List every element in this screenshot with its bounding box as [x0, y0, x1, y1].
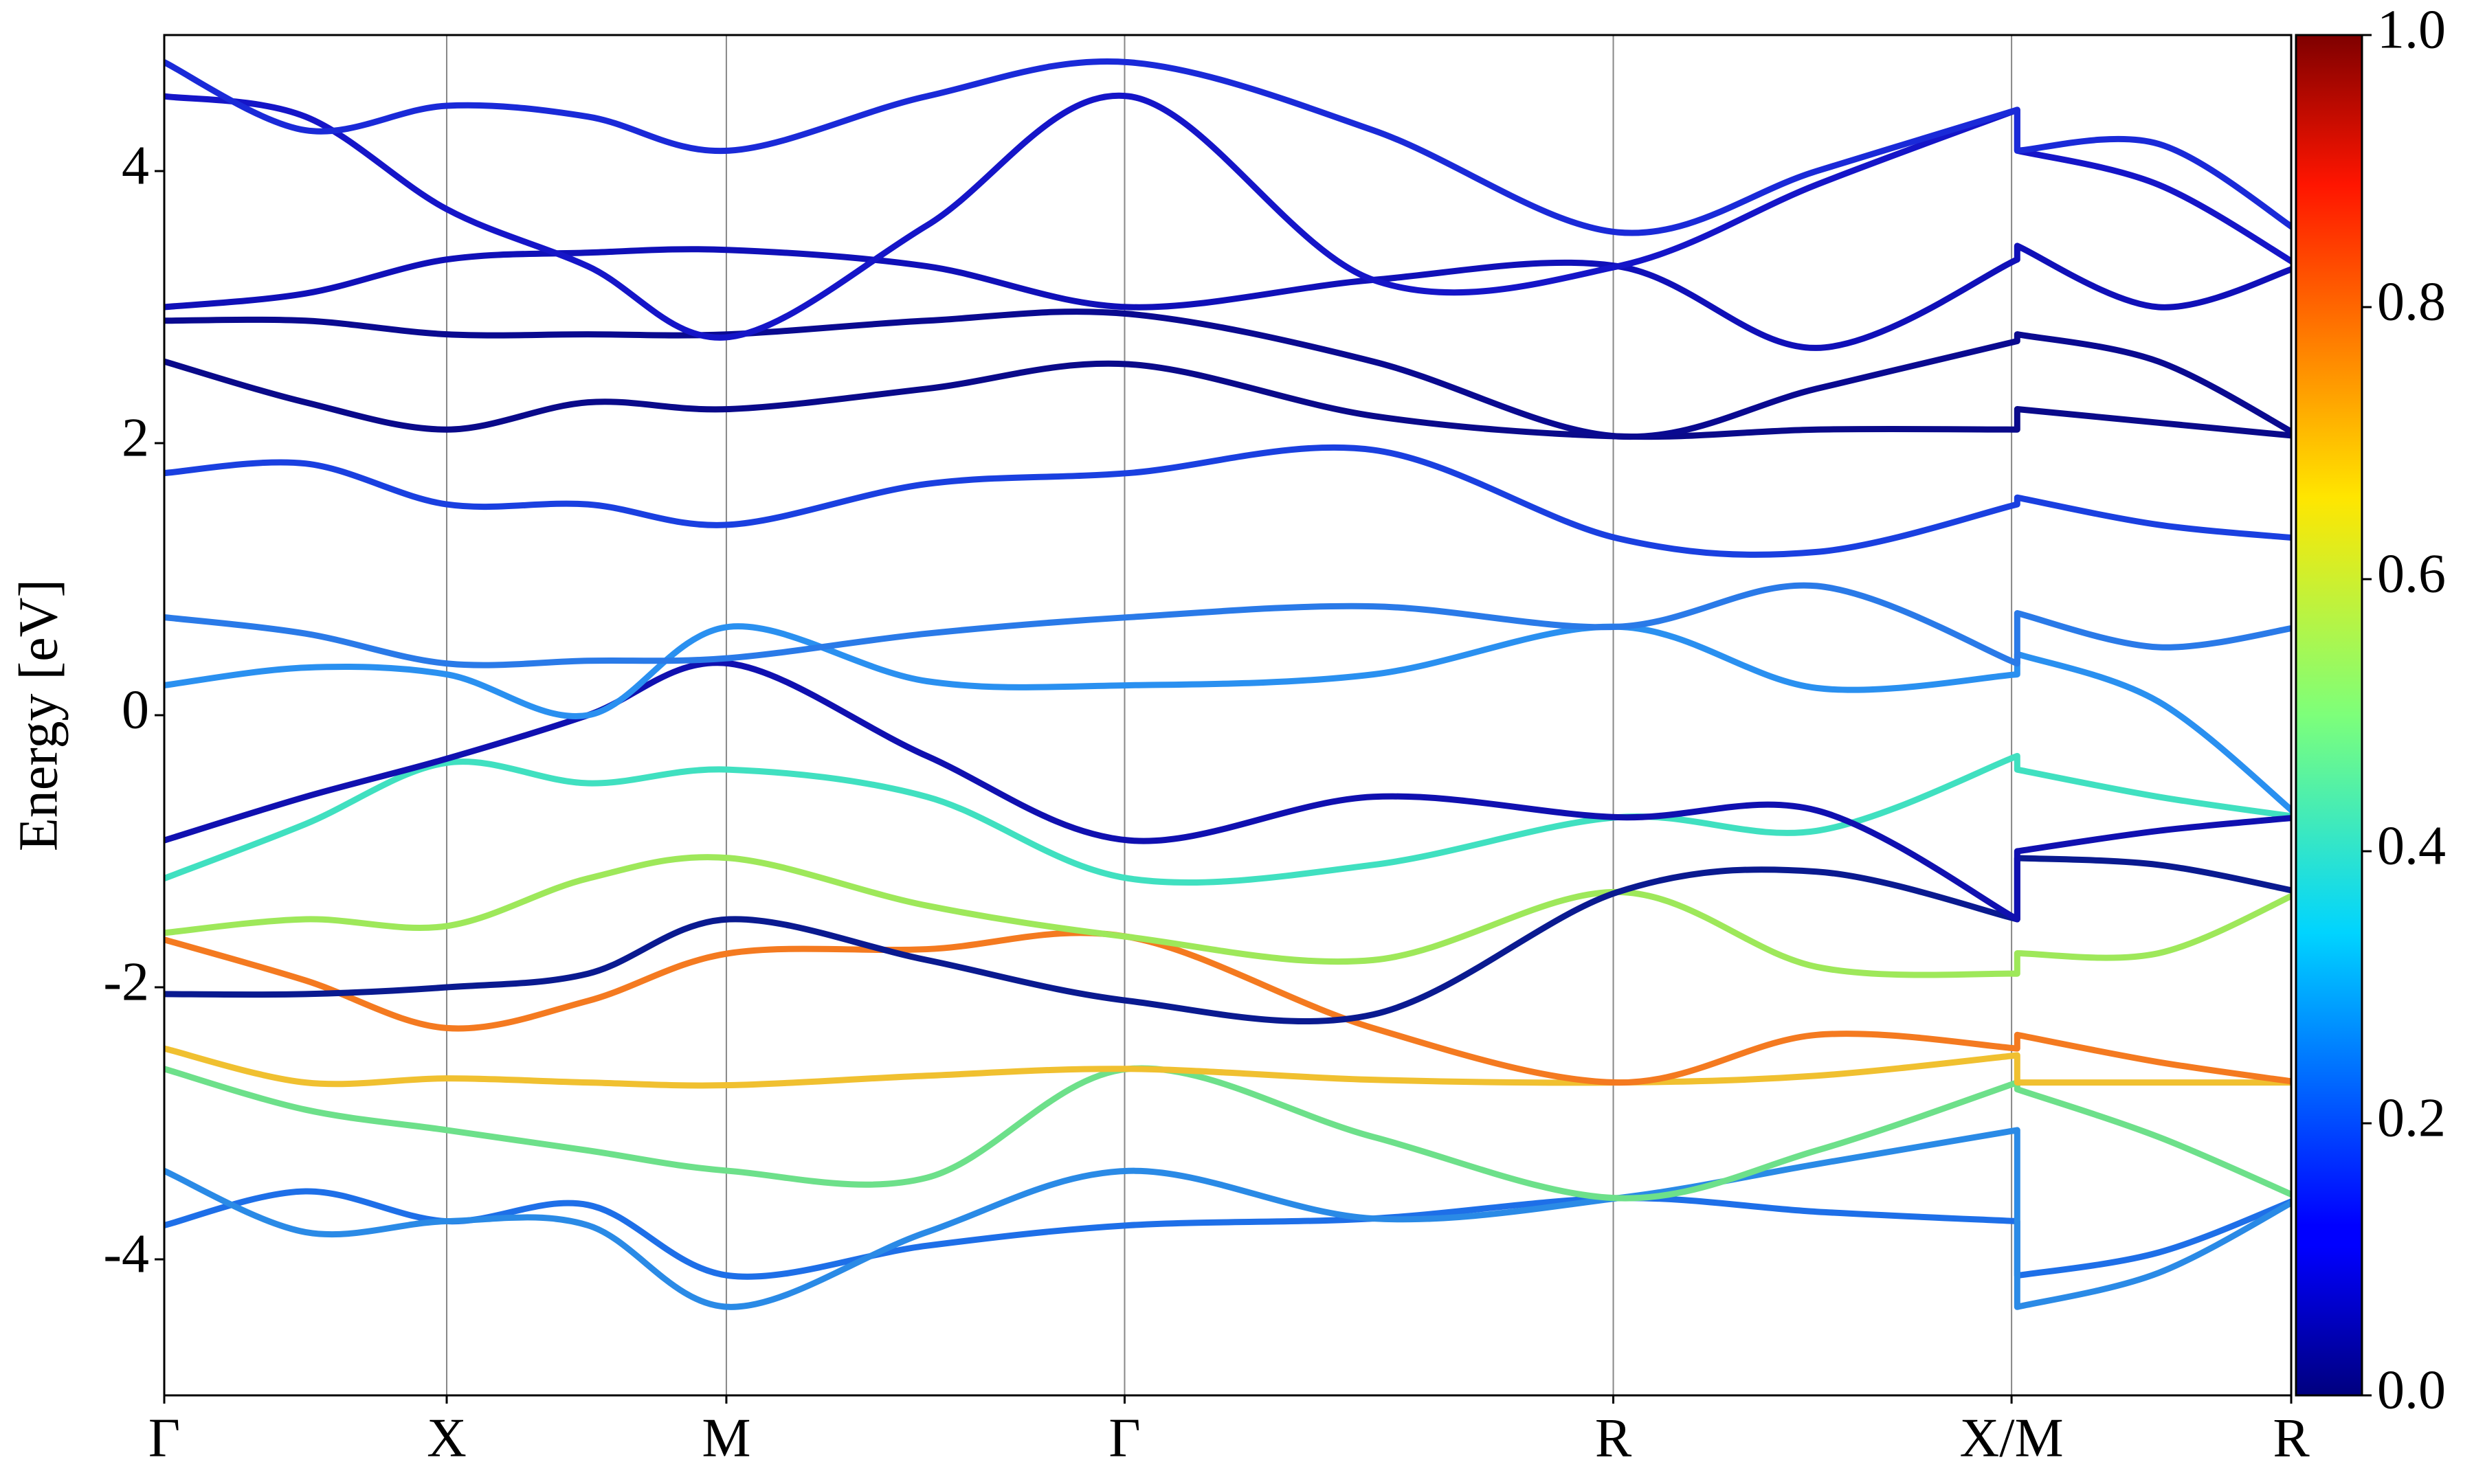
band-line [164, 1188, 2291, 1280]
band-line [164, 752, 2291, 886]
band-line [164, 308, 2291, 440]
y-axis-label: Energy [eV] [8, 579, 69, 851]
x-tick-label: X/M [1960, 1408, 2064, 1468]
plot-frame [163, 34, 2293, 1397]
colorbar [2295, 34, 2363, 1397]
band-line [164, 623, 2291, 814]
axes: Γ X M Γ R X/M R -4 -2 0 2 4 0.0 0.2 0.4 0.6 0.8 1.0 [103, 0, 2446, 1468]
colorbar-tick-label: 0.4 [2377, 816, 2446, 876]
band-line [164, 58, 2291, 236]
band-line [164, 855, 2291, 1024]
y-tick-label: -2 [103, 952, 149, 1012]
x-tick-label: R [2273, 1408, 2310, 1468]
band-line [164, 358, 2291, 440]
colorbar-tick-label: 0.0 [2377, 1360, 2446, 1420]
colorbar-tick-label: 1.0 [2377, 0, 2446, 60]
band-line [164, 660, 2291, 923]
y-tick-label: -4 [103, 1224, 149, 1284]
band-line [164, 1065, 2291, 1202]
bands [164, 58, 2291, 1310]
x-tick-label: R [1595, 1408, 1632, 1468]
y-tick-label: 4 [122, 135, 149, 196]
x-tick-label: Γ [1108, 1408, 1140, 1468]
band-line [164, 854, 2291, 978]
y-tick-label: 0 [122, 679, 149, 740]
colorbar-tick-label: 0.8 [2377, 271, 2446, 332]
y-tick-label: 2 [122, 407, 149, 468]
band-line [164, 1045, 2291, 1089]
x-tick-label: Γ [148, 1408, 180, 1468]
band-line [164, 243, 2291, 351]
band-line [164, 582, 2291, 668]
colorbar-tick-label: 0.2 [2377, 1088, 2446, 1148]
band-line [164, 1127, 2291, 1310]
band-line [164, 444, 2291, 558]
x-tick-label: M [702, 1408, 750, 1468]
band-line [164, 930, 2291, 1086]
grid [164, 35, 2292, 1395]
colorbar-tick-label: 0.6 [2377, 543, 2446, 604]
x-tick-label: X [427, 1408, 467, 1468]
